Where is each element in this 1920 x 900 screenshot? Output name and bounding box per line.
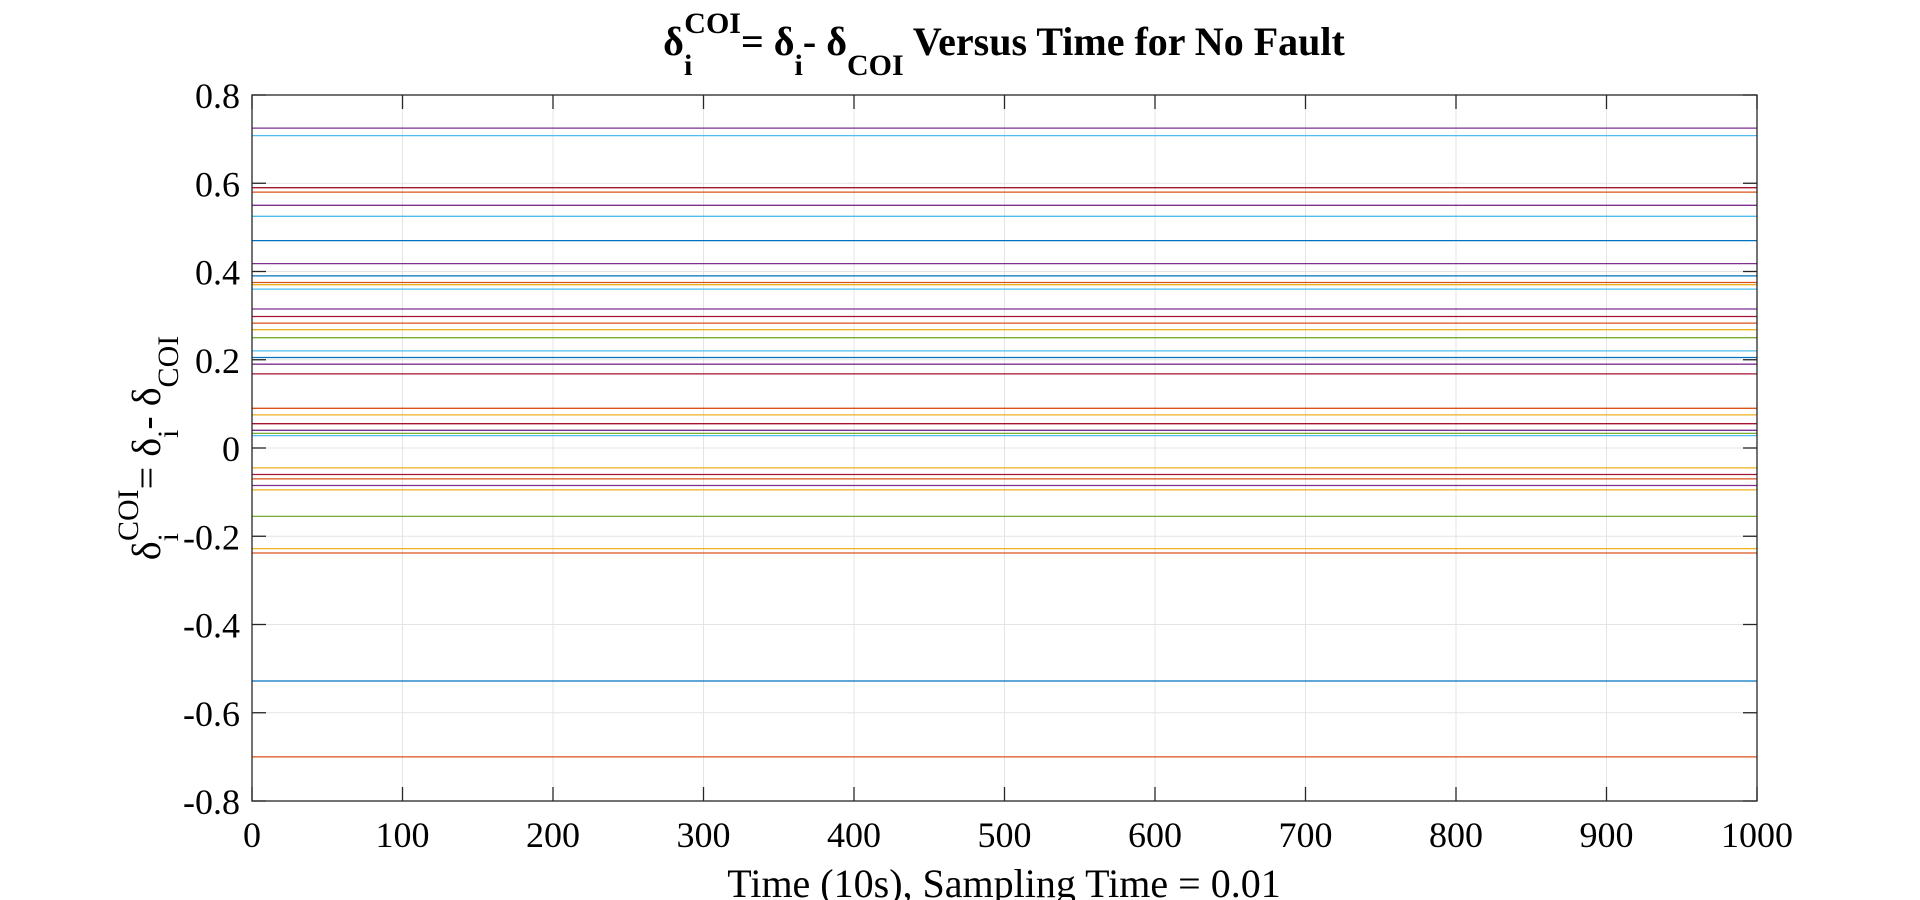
y-tick-label: 0.2	[195, 341, 240, 381]
x-tick-label: 0	[243, 815, 261, 855]
y-tick-label: 0.8	[195, 76, 240, 116]
x-tick-label: 100	[376, 815, 430, 855]
x-tick-label: 800	[1429, 815, 1483, 855]
series-lines	[252, 127, 1757, 758]
x-tick-label: 300	[677, 815, 731, 855]
axes-box	[251, 94, 1758, 802]
x-tick-label: 500	[978, 815, 1032, 855]
x-tick-label: 900	[1580, 815, 1634, 855]
y-tick-label: 0.6	[195, 164, 240, 204]
x-tick-label: 600	[1128, 815, 1182, 855]
y-axis-label: δiCOI= δi- δCOI	[112, 336, 185, 560]
x-tick-label: 700	[1279, 815, 1333, 855]
y-tick-label: 0	[222, 429, 240, 469]
x-tick-label: 400	[827, 815, 881, 855]
y-tick-labels: -0.8 -0.6 -0.4 -0.2 0 0.2 0.4 0.6 0.8	[183, 76, 240, 822]
x-tick-label: 200	[526, 815, 580, 855]
x-axis-label: Time (10s), Sampling Time = 0.01	[727, 861, 1280, 900]
chart-title: δiCOI= δi- δCOI Versus Time for No Fault	[663, 7, 1345, 82]
y-tick-label: -0.6	[183, 694, 240, 734]
y-tick-label: -0.4	[183, 606, 240, 646]
y-tick-label: -0.2	[183, 517, 240, 557]
y-tick-label: 0.4	[195, 253, 240, 293]
x-tick-labels: 0 100 200 300 400 500 600 700 800 900 1000	[243, 815, 1793, 855]
x-tick-label: 1000	[1721, 815, 1793, 855]
y-tick-label: -0.8	[183, 782, 240, 822]
